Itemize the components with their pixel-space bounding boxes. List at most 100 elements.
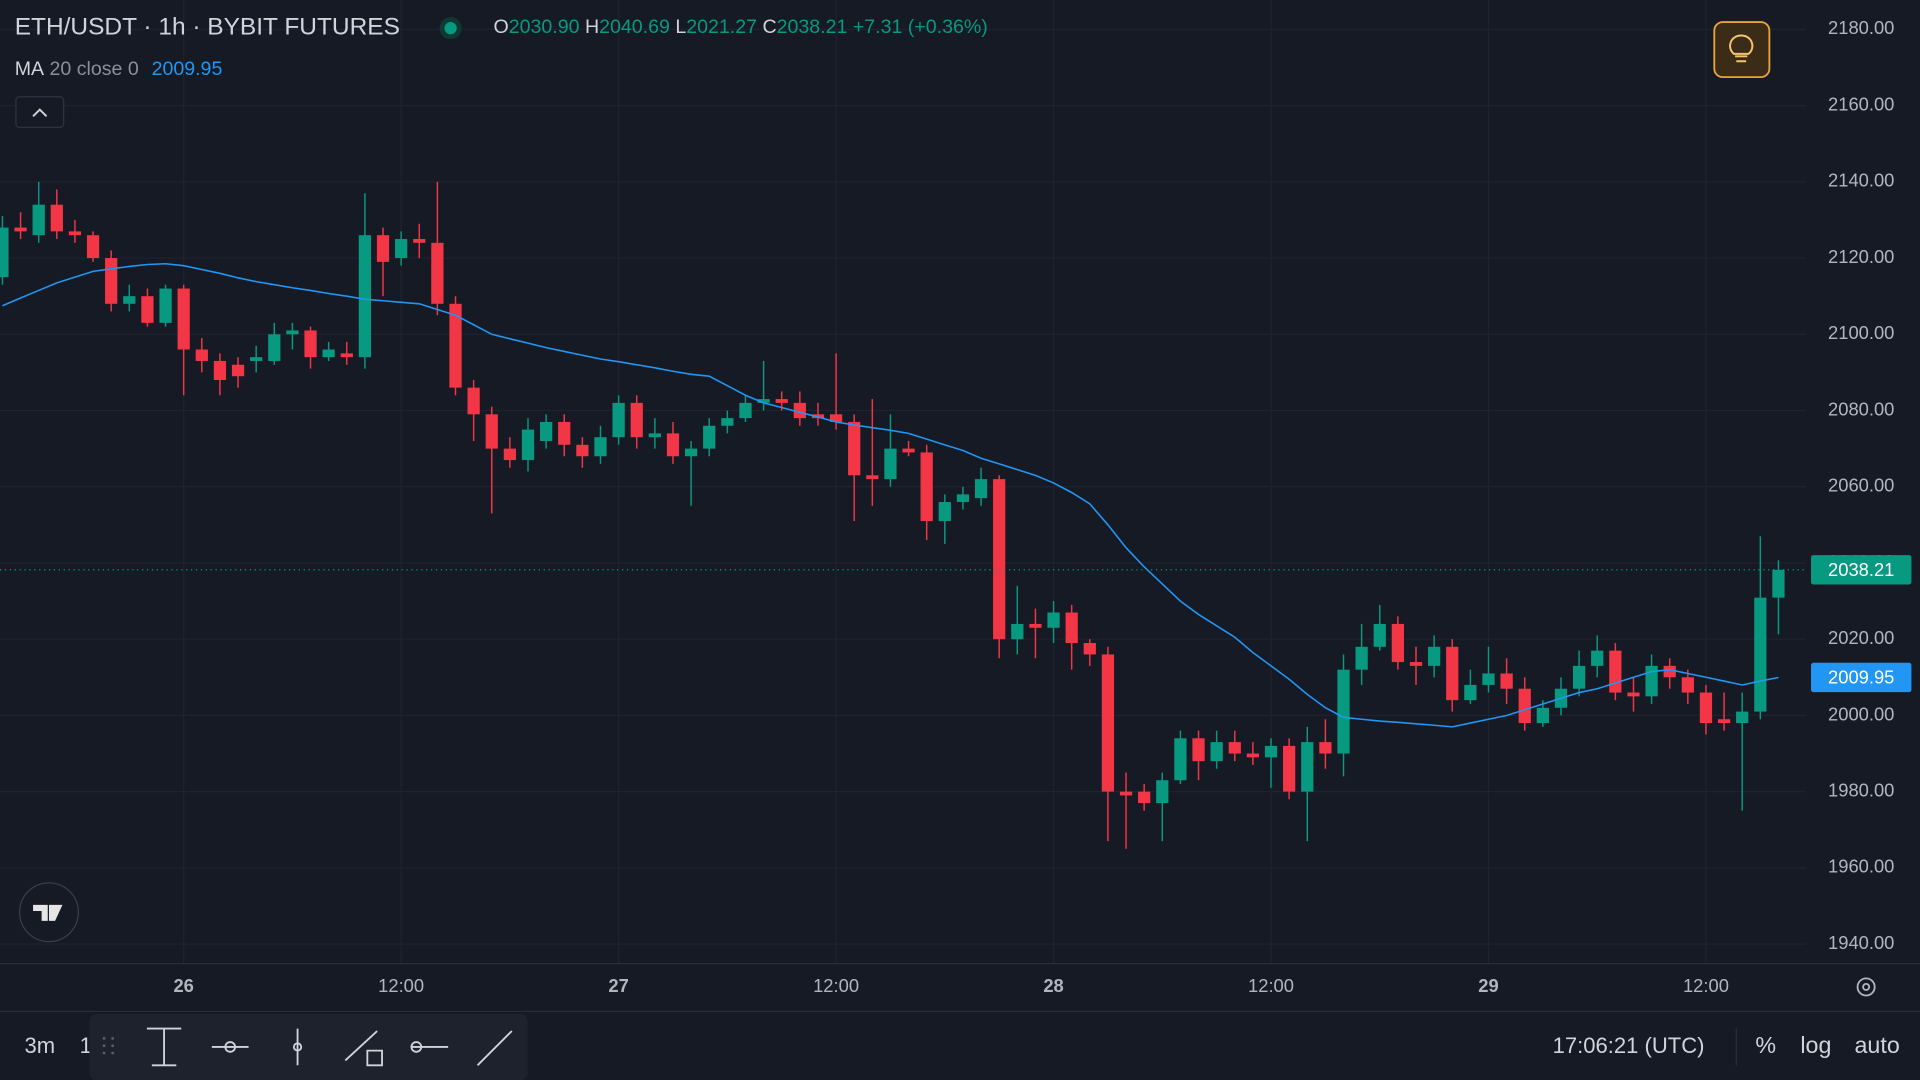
toolbar-panel — [89, 1013, 528, 1080]
candle-body — [775, 399, 788, 403]
candle-body — [739, 402, 752, 419]
auto-button[interactable]: auto — [1855, 1032, 1900, 1058]
candle-body — [268, 334, 281, 361]
candle-body — [431, 242, 444, 304]
y-tick-label: 2100.00 — [1828, 322, 1894, 343]
drag-handle — [102, 1037, 114, 1055]
log-button[interactable]: log — [1800, 1032, 1831, 1058]
candle-body — [286, 330, 299, 335]
y-tick-label: 2020.00 — [1828, 627, 1894, 648]
candle-body — [721, 418, 734, 426]
collapse-box — [15, 96, 65, 128]
candle-body — [413, 239, 426, 243]
candle-body — [1428, 646, 1441, 666]
price-tag — [1811, 555, 1912, 585]
candle-body — [1011, 623, 1024, 640]
ohlc-change: +7.31 (+0.36%) — [853, 16, 988, 38]
candle-body — [866, 475, 879, 480]
settings-button[interactable] — [1856, 977, 1876, 997]
candle-body — [1500, 673, 1513, 689]
candle-body — [485, 414, 498, 449]
candle-body — [1101, 654, 1115, 792]
candle-body — [594, 437, 607, 457]
candle-body — [1156, 780, 1169, 804]
candle-body — [848, 421, 861, 476]
interval-button[interactable]: 3m — [24, 1033, 55, 1058]
candle-body — [666, 433, 680, 457]
ohlc-key: H — [585, 16, 599, 38]
candle-body — [231, 364, 245, 377]
candle-body — [50, 204, 63, 232]
candle-body — [993, 479, 1006, 640]
collapse-button[interactable] — [15, 96, 65, 128]
ohlc-key: L — [675, 16, 686, 38]
candle-body — [449, 303, 462, 388]
tool-icon[interactable] — [292, 1028, 303, 1066]
x-tick-label: 12:00 — [1248, 975, 1294, 996]
candle-body — [105, 258, 118, 304]
tv-logo[interactable] — [18, 882, 79, 943]
candle-body — [1246, 753, 1260, 758]
candle-body — [1047, 612, 1060, 628]
candle-body — [376, 235, 390, 262]
tool-icon[interactable] — [344, 1030, 383, 1067]
candle-body — [1536, 707, 1549, 724]
x-tick-label: 26 — [173, 975, 193, 996]
x-tick-label: 28 — [1043, 975, 1063, 996]
candle-body — [177, 288, 190, 350]
x-tick-label: 12:00 — [378, 975, 424, 996]
candle-body — [1119, 791, 1133, 796]
candle-body — [213, 360, 227, 381]
candle-body — [1754, 597, 1767, 712]
candle-body — [793, 402, 806, 419]
indicator-legend[interactable]: MA 20 close 0 2009.95 — [15, 58, 223, 80]
candle-body — [1772, 569, 1785, 598]
candle-body — [141, 296, 154, 323]
candle-body — [1482, 673, 1495, 685]
drawing-toolbar — [89, 1013, 528, 1080]
ohlc-value: 2040.69 — [599, 16, 670, 38]
candle-body — [68, 231, 82, 236]
candle-body — [521, 429, 535, 461]
indicator-params: 20 close 0 — [50, 58, 139, 80]
percent-button[interactable]: % — [1755, 1032, 1776, 1058]
candle-body — [1138, 791, 1151, 804]
y-tick-label: 2060.00 — [1828, 475, 1894, 496]
y-tick-label: 2000.00 — [1828, 703, 1894, 724]
candle-body — [1228, 742, 1241, 754]
candle-body — [1264, 745, 1278, 758]
candle-body — [1627, 692, 1640, 697]
candle-body — [1717, 719, 1731, 724]
candle-body — [1464, 684, 1477, 701]
x-tick-label: 12:00 — [1683, 975, 1729, 996]
x-tick-label: 29 — [1478, 975, 1498, 996]
candle-body — [648, 433, 661, 438]
candle-body — [1446, 646, 1459, 701]
grid — [0, 0, 1807, 964]
candle-body — [1210, 742, 1223, 762]
candle-body — [902, 448, 915, 453]
logo-mark — [33, 904, 63, 921]
idea-button[interactable] — [1713, 21, 1771, 79]
candle-body — [503, 448, 516, 461]
candle-body — [0, 227, 9, 278]
tool-icon[interactable] — [476, 1030, 513, 1066]
candle-body — [1337, 669, 1350, 754]
candle-body — [86, 235, 100, 259]
candle-body — [1645, 665, 1658, 697]
tool-icon[interactable] — [211, 1041, 249, 1053]
tool-icon[interactable] — [146, 1027, 182, 1067]
tool-icon[interactable] — [410, 1041, 449, 1053]
candle-body — [1391, 623, 1404, 663]
y-tick-label: 1980.00 — [1828, 779, 1894, 800]
y-tick-label: 1960.00 — [1828, 856, 1894, 877]
interval-button[interactable]: 1 — [80, 1033, 92, 1058]
y-tick-label: 2140.00 — [1828, 170, 1894, 191]
candle-body — [576, 444, 589, 457]
gear-center — [1862, 982, 1871, 991]
candle-body — [829, 414, 843, 422]
candle-body — [684, 448, 698, 457]
clock[interactable]: 17:06:21 (UTC) — [1553, 1033, 1705, 1058]
candle-body — [1355, 646, 1368, 670]
price-tag-label: 2009.95 — [1828, 667, 1894, 688]
